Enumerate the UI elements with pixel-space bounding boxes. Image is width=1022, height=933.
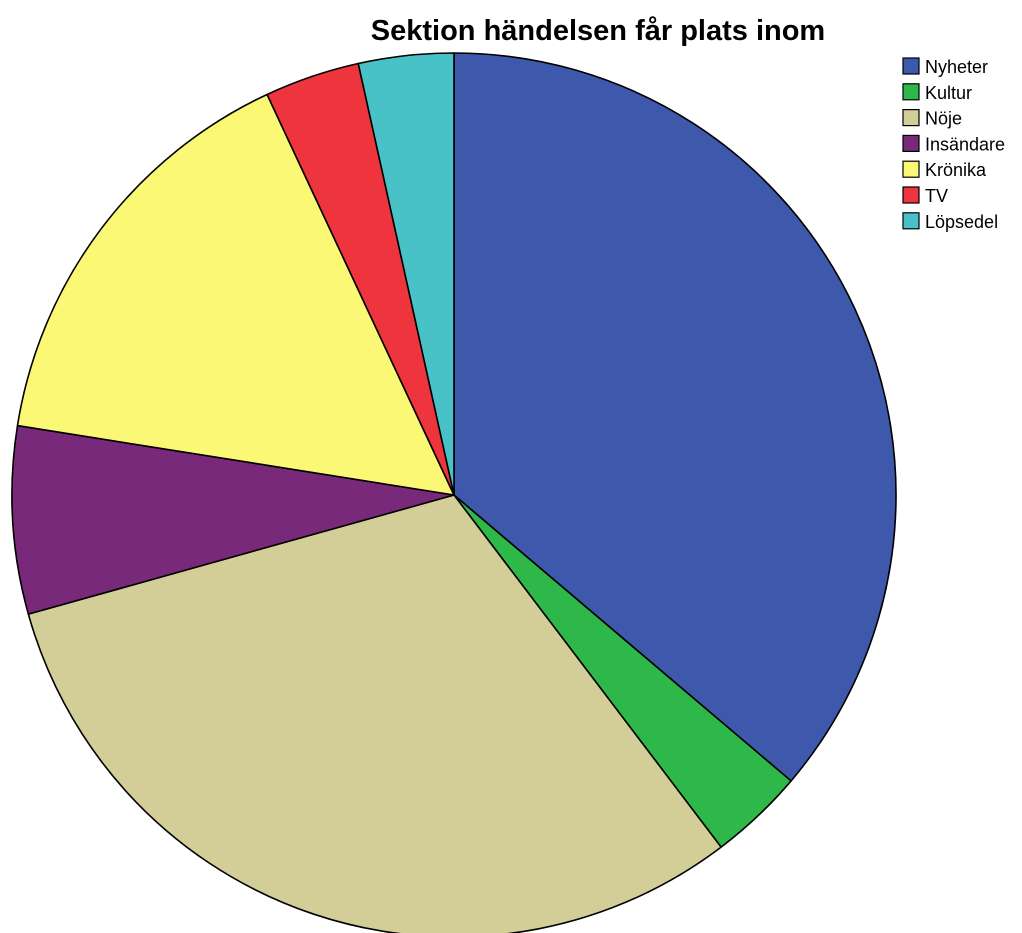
legend-item-kultur: Kultur [902, 83, 972, 103]
legend-swatch-tv [902, 186, 920, 204]
chart-title: Sektion händelsen får plats inom [371, 15, 825, 47]
legend-item-tv: TV [902, 186, 948, 206]
legend-swatch-kronika [902, 160, 920, 178]
legend-swatch-insandare [902, 134, 920, 152]
legend-item-lopsedel: Löpsedel [902, 212, 998, 232]
legend-item-nyheter: Nyheter [902, 57, 988, 77]
pie-slice-insandare [11, 424, 455, 615]
legend-swatch-kultur [902, 83, 920, 101]
legend-label-kultur: Kultur [925, 83, 972, 103]
legend-label-nyheter: Nyheter [925, 57, 988, 77]
pie-slice-kronika [16, 93, 455, 496]
legend-label-tv: TV [925, 186, 948, 206]
legend-label-insandare: Insändare [925, 134, 1005, 154]
legend-swatch-noje [902, 108, 920, 127]
pie-slice-lopsedel [357, 52, 455, 496]
legend-item-kronika: Krönika [902, 160, 987, 180]
legend-item-noje: Nöje [902, 108, 962, 129]
pie-slice-nyheter [453, 52, 897, 782]
legend-label-lopsedel: Löpsedel [925, 212, 998, 232]
pie-slices [11, 52, 897, 933]
pie-slice-noje [27, 494, 722, 933]
legend-swatch-nyheter [902, 57, 920, 75]
legend-item-insandare: Insändare [902, 134, 1005, 154]
legend: Nyheter Kultur Nöje Insändare Krönika TV Löpse… [902, 57, 1005, 232]
legend-label-noje: Nöje [925, 109, 962, 129]
legend-swatch-lopsedel [902, 212, 920, 230]
legend-label-kronika: Krönika [925, 160, 987, 180]
